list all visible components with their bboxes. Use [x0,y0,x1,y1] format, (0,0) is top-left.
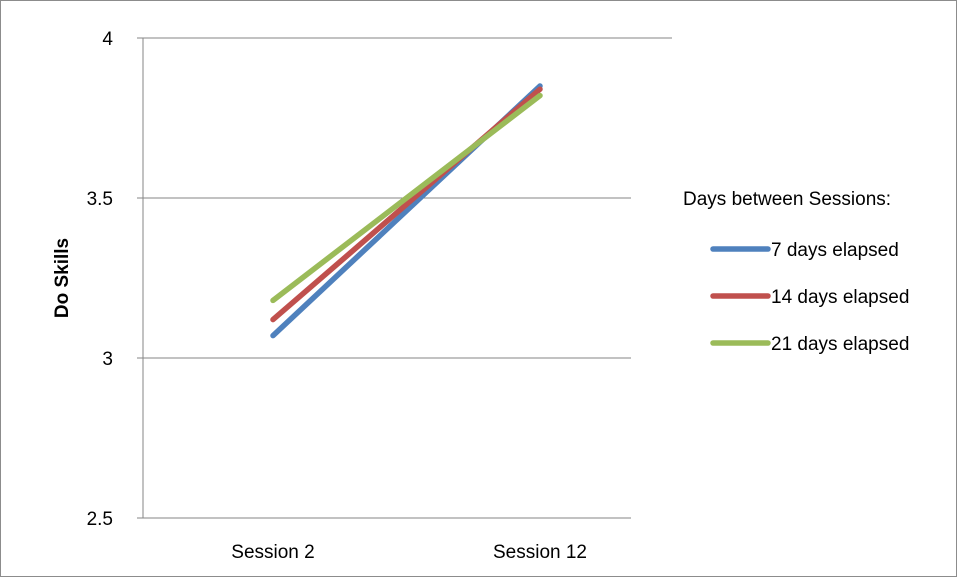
y-axis-label: Do Skills [52,238,73,318]
y-tick-label: 3 [102,349,113,370]
x-tick-label: Session 2 [231,542,314,563]
y-tick-label: 3.5 [87,189,113,210]
x-tick-label: Session 12 [493,542,587,563]
legend-label: 7 days elapsed [771,240,899,261]
y-tick-label: 4 [102,29,113,50]
legend-title: Days between Sessions: [683,189,891,210]
y-tick-label: 2.5 [87,509,113,530]
legend-label: 14 days elapsed [771,287,909,308]
legend-label: 21 days elapsed [771,334,909,355]
